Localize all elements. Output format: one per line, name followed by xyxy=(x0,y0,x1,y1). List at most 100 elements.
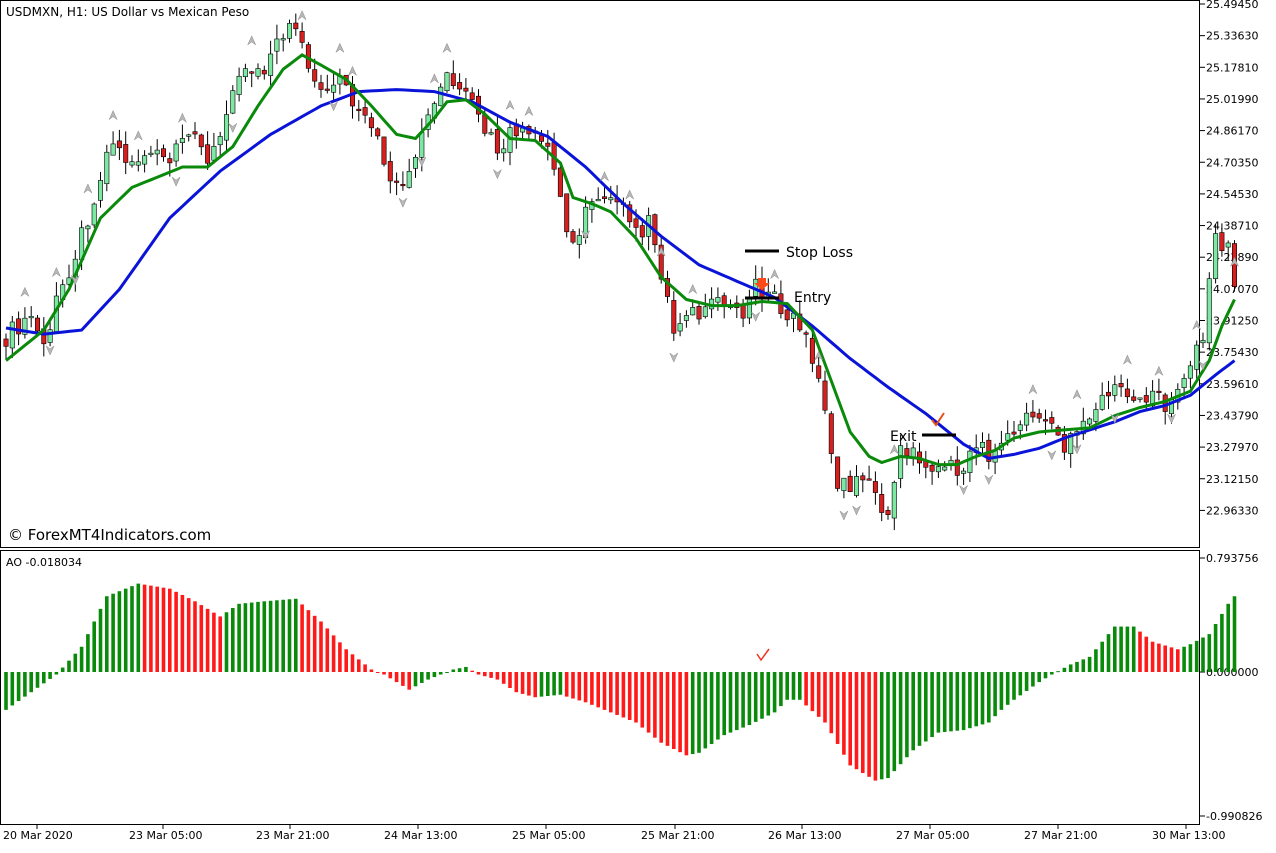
candle xyxy=(3,333,9,360)
ao-bar xyxy=(835,672,840,744)
candle xyxy=(961,467,967,485)
price-tick-label: 22.96330 xyxy=(1206,504,1259,517)
ao-bar xyxy=(243,603,248,672)
ao-bar xyxy=(1031,672,1035,687)
candle xyxy=(268,40,274,86)
time-tick-label: 25 Mar 05:00 xyxy=(512,829,585,842)
ao-bar xyxy=(917,672,922,746)
ao-bar xyxy=(829,672,834,734)
ao-bar xyxy=(854,672,859,770)
fractal-down-icon xyxy=(580,230,591,241)
ao-bar xyxy=(798,672,802,700)
candle xyxy=(702,293,708,319)
candle xyxy=(1206,272,1212,351)
candle xyxy=(324,74,330,94)
candle xyxy=(879,483,885,522)
ao-bar xyxy=(653,672,657,738)
fractal-down-icon xyxy=(1072,443,1082,455)
ao-bar xyxy=(924,672,928,742)
time-tick-label: 20 Mar 2020 xyxy=(3,829,73,842)
ao-bar xyxy=(79,646,84,672)
candle xyxy=(1187,360,1193,389)
candle xyxy=(242,63,248,82)
ao-bar xyxy=(552,672,556,696)
ao-bar xyxy=(1220,613,1224,672)
candle xyxy=(205,131,211,170)
ao-bar xyxy=(1087,656,1092,672)
ao-tick-label: 0.793756 xyxy=(1206,552,1259,565)
ao-axis: 0.793756 0.000000 -0.990826 xyxy=(1200,552,1262,823)
ao-bar xyxy=(420,672,424,683)
fractal-up-icon xyxy=(335,42,345,54)
ao-bar xyxy=(785,672,789,700)
candle xyxy=(142,150,148,173)
candle xyxy=(331,72,337,102)
ao-bar xyxy=(1163,645,1167,672)
ao-bar xyxy=(722,672,726,736)
fractal-up-icon xyxy=(656,246,666,257)
ao-bar xyxy=(23,672,27,697)
candle xyxy=(1225,240,1231,261)
price-tick-label: 24.86170 xyxy=(1206,125,1259,138)
candle xyxy=(1200,332,1206,348)
ao-bar xyxy=(1176,649,1180,672)
ao-bar xyxy=(1062,667,1067,672)
ao-bar xyxy=(426,672,430,680)
ao-bar xyxy=(905,672,909,758)
ao-bar xyxy=(514,672,519,693)
ao-bar xyxy=(1024,672,1029,691)
ao-bar xyxy=(508,672,512,688)
ao-bar xyxy=(325,628,330,672)
candle xyxy=(1024,402,1030,432)
fractal-up-icon xyxy=(1192,319,1202,331)
ao-bar xyxy=(275,600,279,672)
ao-bar xyxy=(48,672,52,679)
ao-bar xyxy=(16,672,21,702)
price-tick-label: 23.59610 xyxy=(1206,378,1259,391)
candle xyxy=(835,456,841,492)
ao-bar xyxy=(791,672,796,700)
ao-bar xyxy=(621,672,626,718)
candle xyxy=(847,470,853,493)
ao-bar xyxy=(678,672,682,753)
candle xyxy=(198,133,204,156)
ao-bar xyxy=(609,672,613,713)
fractal-down-icon xyxy=(328,100,339,112)
ao-bar xyxy=(1169,647,1174,672)
candle xyxy=(469,87,475,101)
ao-bar xyxy=(583,672,588,703)
ao-bar xyxy=(86,634,90,672)
candle xyxy=(1124,378,1130,404)
candle xyxy=(1162,392,1168,425)
ao-bar xyxy=(105,596,109,672)
candle xyxy=(803,330,809,348)
candle xyxy=(381,136,387,167)
candle xyxy=(1118,374,1124,397)
candle xyxy=(85,224,91,243)
time-tick-label: 26 Mar 13:00 xyxy=(768,829,841,842)
ao-bar xyxy=(231,608,235,672)
candle xyxy=(677,312,683,337)
ao-bar xyxy=(29,672,33,693)
ao-bar xyxy=(489,672,493,678)
time-tick-label: 24 Mar 13:00 xyxy=(384,829,457,842)
ao-bar xyxy=(848,672,852,766)
fractal-down-icon xyxy=(171,176,181,187)
candle xyxy=(1068,431,1074,468)
fractal-up-icon xyxy=(429,73,440,84)
candle xyxy=(154,139,160,166)
ao-bar xyxy=(35,672,40,688)
candle xyxy=(646,207,652,251)
ao-bar xyxy=(571,672,575,699)
ao-bar xyxy=(4,672,8,710)
ao-bar xyxy=(1144,636,1149,672)
fractal-up-icon xyxy=(133,130,143,141)
ao-bar xyxy=(394,672,399,683)
candle xyxy=(520,121,526,140)
fractal-down-icon xyxy=(228,122,238,134)
ao-title: AO -0.018034 xyxy=(6,556,82,569)
fractal-down-icon xyxy=(839,510,849,521)
ao-bar xyxy=(344,649,348,672)
candle xyxy=(557,163,563,198)
price-tick-label: 25.01990 xyxy=(1206,93,1259,106)
